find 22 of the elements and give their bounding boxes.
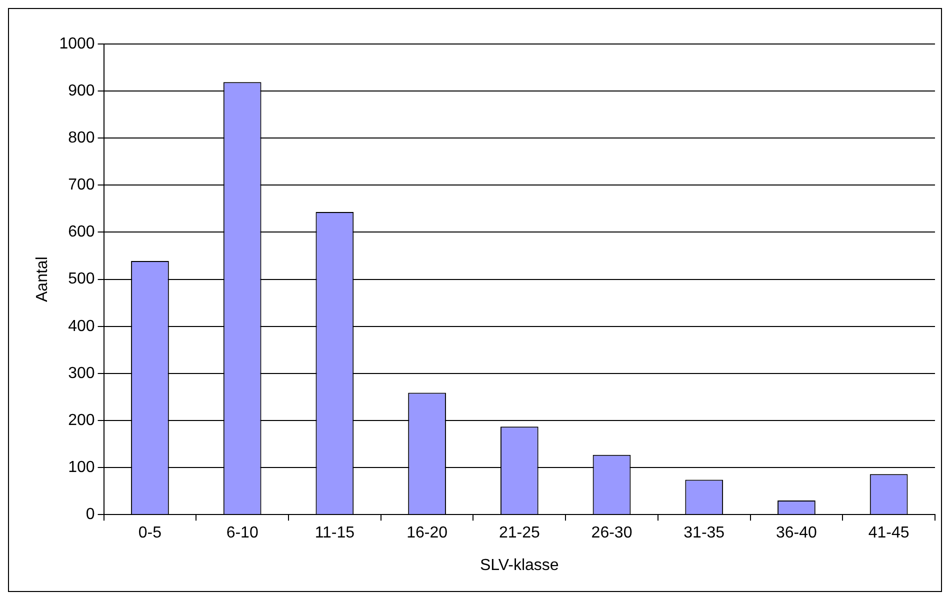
- x-tick-label: 0-5: [138, 524, 162, 542]
- y-tick-label: 700: [68, 176, 95, 194]
- y-tick-label: 100: [68, 458, 95, 476]
- y-axis-title: Aantal: [34, 256, 52, 302]
- x-tick-label: 26-30: [591, 524, 632, 542]
- y-tick-label: 0: [86, 506, 95, 524]
- x-tick-label: 16-20: [406, 524, 448, 542]
- y-tick-label: 400: [68, 318, 95, 335]
- y-tick-label: 600: [68, 224, 95, 241]
- y-tick-label: 200: [68, 412, 95, 429]
- x-tick-label: 11-15: [314, 524, 355, 542]
- y-tick-label: 300: [68, 364, 95, 382]
- x-tick-label: 6-10: [226, 524, 258, 542]
- x-tick-label: 31-35: [684, 524, 725, 542]
- y-tick-label: 800: [68, 130, 95, 147]
- x-tick-label: 36-40: [776, 524, 818, 542]
- y-tick-label: 1000: [59, 35, 95, 52]
- x-tick-label: 21-25: [498, 524, 540, 542]
- y-tick-label: 500: [68, 270, 95, 288]
- x-tick-label: 41-45: [868, 524, 910, 542]
- x-axis-title: SLV-klasse: [480, 556, 559, 574]
- y-tick-label: 900: [68, 82, 95, 100]
